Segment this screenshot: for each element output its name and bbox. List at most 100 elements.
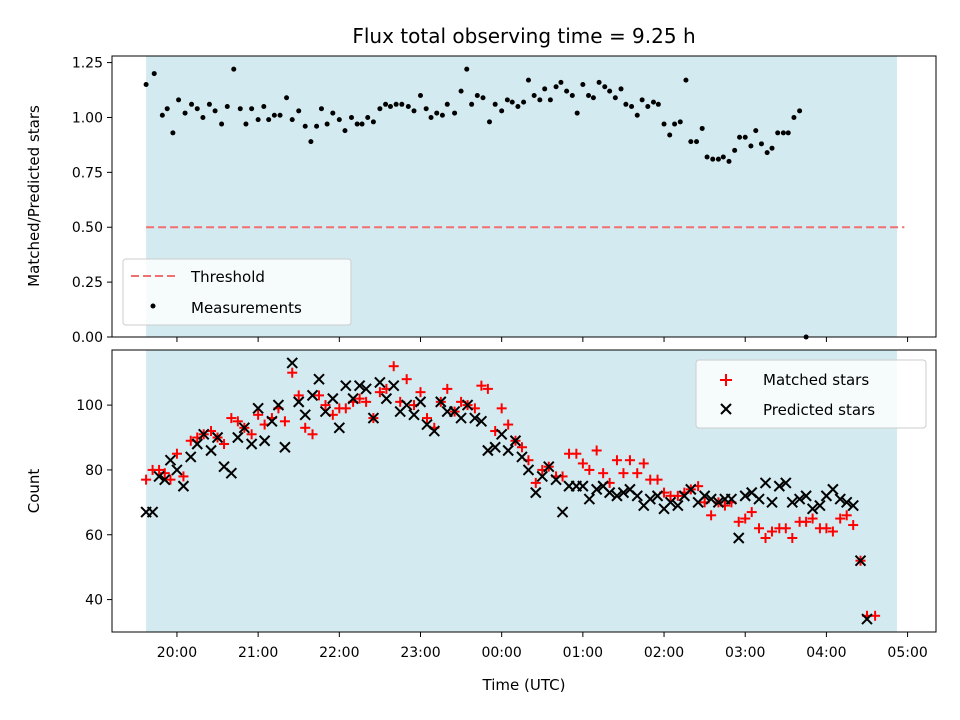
matched-point [503,419,514,430]
measurement-point [499,108,505,114]
predicted-point [786,496,799,509]
measurements-series [143,66,809,340]
measurement-point [370,119,376,125]
predicted-point [469,412,481,424]
measurement-point [387,103,393,109]
measurement-point [411,108,417,114]
predicted-point [840,496,853,509]
measurement-point [189,101,195,107]
x-tick-label: 05:00 [887,645,927,661]
count-legend-box [695,359,927,429]
y-tick-label: 1.25 [72,56,103,72]
measurement-point [231,66,237,72]
predicted-point [232,431,244,444]
predicted-point [847,499,859,512]
predicted-point [698,490,711,502]
matched-point [340,403,351,414]
y-tick-label: 60 [85,528,103,544]
matched-point [141,474,152,485]
measurement-point [558,79,564,85]
predicted-point [414,396,427,408]
predicted-point [153,470,165,483]
measurement-point [428,114,434,120]
predicted-point [347,392,359,405]
matched-point [870,610,881,621]
measurement-point [639,97,645,103]
measurement-point [399,101,405,107]
x-tick-label: 00:00 [481,645,521,661]
measurement-point [509,99,515,105]
predicted-point [475,415,488,428]
measurement-point [277,112,283,118]
matched-point [232,416,243,427]
measurement-point [383,101,389,107]
predicted-point [146,506,159,518]
measurement-point [618,86,624,92]
measurement-point [182,110,188,116]
predicted-point [333,422,346,434]
x-tick-label: 01:00 [563,645,603,661]
matched-point [706,510,717,521]
predicted-point [272,399,285,411]
measurement-point [791,114,797,120]
predicted-point [360,383,372,395]
ratio-legend-box [122,258,352,326]
measurement-point [261,103,267,109]
predicted-point [705,493,717,505]
measurement-point [547,97,553,103]
predicted-point [258,435,271,447]
matched-point [171,448,182,459]
matched-point [307,429,318,440]
y-tick-label: 40 [85,593,103,609]
matched-point [516,442,527,453]
predicted-point [191,438,203,450]
measurement-point [569,93,575,99]
predicted-point [780,477,792,489]
matched-point [300,422,311,433]
matched-point [780,523,791,534]
predicted-point [672,499,684,512]
measurement-point [515,103,521,109]
measurement-point [469,101,475,107]
count-plot-frame [111,349,937,633]
measurement-point [650,99,656,105]
predicted-point [340,379,352,392]
predicted-point [502,444,514,457]
predicted-point [299,409,311,421]
legend-measurements-label: Measurements [191,299,302,317]
matched-point [415,387,426,398]
predicted-point [611,490,623,502]
predicted-point [861,613,873,625]
predicted-point [793,493,806,505]
predicted-point [380,392,393,405]
matched-point [246,429,257,440]
predicted-point [489,441,501,453]
measurement-point [726,158,732,164]
matched-point [652,474,663,485]
measurement-point [302,123,308,129]
measurement-point [296,108,302,114]
ratio-panel: 0.00 0.25 0.50 0.75 1.00 1.25 Matched/Predict… [25,55,937,346]
measurement-point [564,88,570,94]
matched-point [611,455,622,466]
predicted-point [664,496,677,509]
predicted-point [279,441,291,453]
predicted-point [455,412,467,424]
y-tick-label: 1.00 [72,110,103,126]
measurement-point [444,101,450,107]
count-legend: Matched stars Predicted stars [695,359,927,429]
measurement-point [542,86,548,92]
measurement-point [634,112,640,118]
legend-matched-label: Matched stars [763,371,869,389]
ratio-y-axis-title: Matched/Predicted stars [25,105,43,287]
measurement-point [354,121,360,127]
predicted-point [435,396,447,408]
measurement-point [458,88,464,94]
measurement-point [531,93,537,99]
measurement-point [537,97,543,103]
measurement-point [486,119,492,125]
x-tick-label: 20:00 [157,645,197,661]
measurement-point [434,110,440,116]
matched-point [841,510,852,521]
measurement-point [219,121,225,127]
